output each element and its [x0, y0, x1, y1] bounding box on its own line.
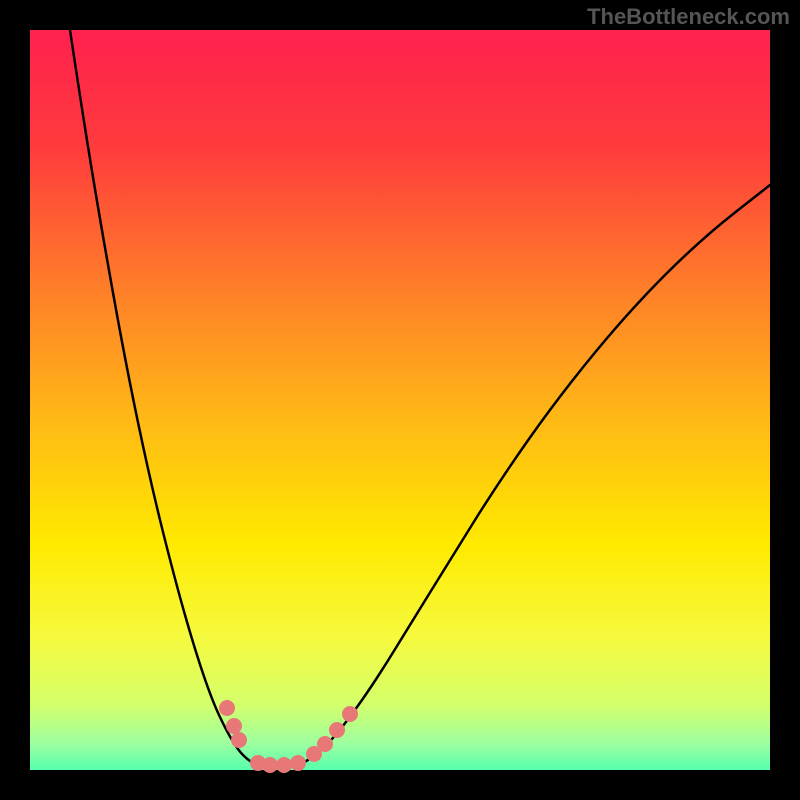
- marker-point: [329, 722, 345, 738]
- chart-frame: TheBottleneck.com: [0, 0, 800, 800]
- bottleneck-chart: [0, 0, 800, 800]
- marker-point: [317, 736, 333, 752]
- marker-point: [290, 755, 306, 771]
- chart-background: [0, 0, 800, 800]
- marker-point: [276, 757, 292, 773]
- watermark-text: TheBottleneck.com: [587, 4, 790, 30]
- marker-point: [262, 757, 278, 773]
- marker-point: [226, 718, 242, 734]
- marker-point: [219, 700, 235, 716]
- marker-point: [231, 732, 247, 748]
- marker-point: [342, 706, 358, 722]
